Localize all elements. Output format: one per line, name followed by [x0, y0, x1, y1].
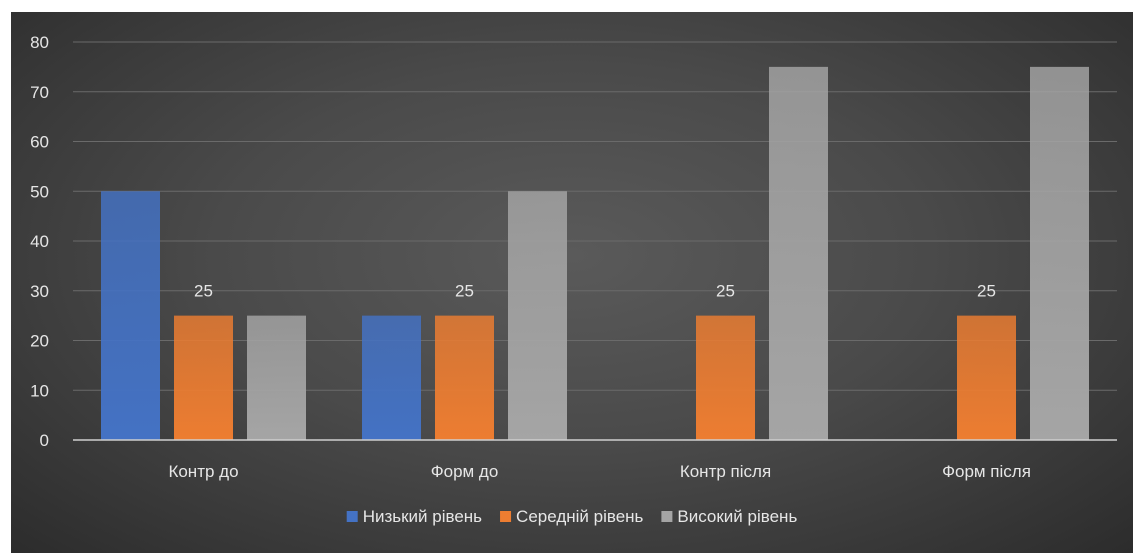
bar [1030, 66, 1089, 440]
y-tick-label: 70 [30, 83, 49, 102]
data-label: 25 [716, 282, 735, 301]
y-tick-label: 0 [40, 431, 49, 450]
y-tick-label: 50 [30, 182, 49, 201]
chart-frame: 0 10 20 30 40 50 60 70 80 25 25 25 25 Контр до Форм … [11, 12, 1133, 553]
y-tick-label: 30 [30, 282, 49, 301]
bar-chart: 0 10 20 30 40 50 60 70 80 25 25 25 25 Контр до Форм … [30, 33, 1117, 526]
data-label: 25 [977, 282, 996, 301]
y-tick-label: 20 [30, 332, 49, 351]
legend-label: Високий рівень [677, 507, 797, 526]
data-label: 25 [194, 282, 213, 301]
y-tick-label: 60 [30, 133, 49, 152]
y-tick-label: 10 [30, 381, 49, 400]
legend-label: Низький рівень [363, 507, 482, 526]
bar [174, 315, 233, 440]
legend-label: Середній рівень [516, 507, 643, 526]
bar [696, 315, 755, 440]
bar [247, 315, 306, 440]
data-label: 25 [455, 282, 474, 301]
bar [769, 66, 828, 440]
x-tick-label: Контр до [168, 462, 238, 481]
bar [435, 315, 494, 440]
bar [362, 315, 421, 440]
x-tick-label: Форм до [431, 462, 499, 481]
y-axis-ticks: 0 10 20 30 40 50 60 70 80 [30, 33, 49, 450]
x-tick-label: Форм після [942, 462, 1031, 481]
bar [957, 315, 1016, 440]
y-tick-label: 80 [30, 33, 49, 52]
legend-swatch [500, 511, 512, 522]
legend-swatch [346, 511, 358, 522]
legend-swatch [661, 511, 673, 522]
x-axis-ticks: Контр до Форм до Контр після Форм після [168, 462, 1030, 481]
data-labels: 25 25 25 25 [194, 282, 996, 301]
bar [101, 191, 160, 440]
x-tick-label: Контр після [680, 462, 771, 481]
bars [101, 66, 1089, 440]
legend: Низький рівень Середній рівень Високий рів… [346, 507, 797, 526]
y-tick-label: 40 [30, 232, 49, 251]
bar [508, 191, 567, 440]
